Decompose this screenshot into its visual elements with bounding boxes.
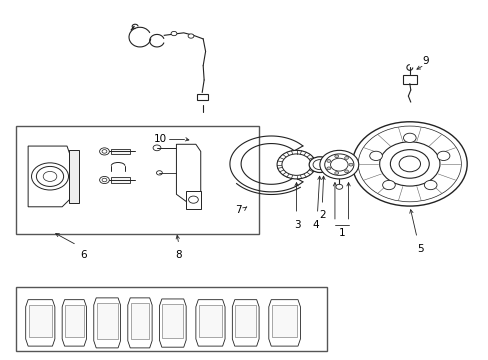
Circle shape xyxy=(348,163,352,166)
Circle shape xyxy=(100,148,109,155)
Polygon shape xyxy=(62,300,86,346)
Circle shape xyxy=(330,158,347,171)
Polygon shape xyxy=(271,305,297,337)
Polygon shape xyxy=(232,300,259,346)
Circle shape xyxy=(358,126,460,202)
Bar xyxy=(197,94,207,100)
Bar xyxy=(402,75,416,84)
Polygon shape xyxy=(186,191,201,208)
Text: 5: 5 xyxy=(416,244,423,253)
Polygon shape xyxy=(162,304,183,338)
Circle shape xyxy=(188,34,194,38)
Circle shape xyxy=(403,133,415,143)
Circle shape xyxy=(31,163,68,190)
Polygon shape xyxy=(26,300,55,346)
Circle shape xyxy=(398,156,420,172)
Circle shape xyxy=(335,184,342,189)
Bar xyxy=(111,149,130,154)
Circle shape xyxy=(277,150,315,179)
Circle shape xyxy=(379,142,439,186)
Circle shape xyxy=(188,196,198,203)
Polygon shape xyxy=(94,298,120,348)
Bar xyxy=(16,287,326,351)
Circle shape xyxy=(100,176,109,184)
Circle shape xyxy=(344,157,348,159)
Circle shape xyxy=(424,180,436,190)
Circle shape xyxy=(102,150,107,153)
Polygon shape xyxy=(97,303,117,339)
Circle shape xyxy=(334,155,338,158)
Circle shape xyxy=(319,150,358,179)
Circle shape xyxy=(153,145,161,151)
Circle shape xyxy=(344,170,348,173)
Polygon shape xyxy=(235,305,256,337)
Polygon shape xyxy=(268,300,300,346)
Text: 2: 2 xyxy=(318,210,325,220)
Circle shape xyxy=(308,157,330,172)
Circle shape xyxy=(326,159,330,162)
Polygon shape xyxy=(69,150,79,203)
Circle shape xyxy=(102,178,107,182)
Circle shape xyxy=(436,151,449,161)
Polygon shape xyxy=(130,303,149,339)
Circle shape xyxy=(43,171,57,181)
Polygon shape xyxy=(28,146,72,207)
Text: 10: 10 xyxy=(153,134,166,144)
Circle shape xyxy=(326,167,330,170)
Circle shape xyxy=(382,180,394,190)
Polygon shape xyxy=(159,299,186,347)
Text: 3: 3 xyxy=(293,220,300,230)
Text: 6: 6 xyxy=(81,249,87,260)
Text: 8: 8 xyxy=(175,249,182,260)
Text: 4: 4 xyxy=(312,220,319,230)
Circle shape xyxy=(171,31,177,36)
Circle shape xyxy=(324,154,353,175)
Circle shape xyxy=(312,159,326,170)
Circle shape xyxy=(369,151,382,161)
Polygon shape xyxy=(176,144,201,202)
Circle shape xyxy=(352,122,466,206)
Circle shape xyxy=(282,154,310,175)
Polygon shape xyxy=(127,298,152,348)
Text: 7: 7 xyxy=(234,205,241,215)
Polygon shape xyxy=(199,305,222,337)
Polygon shape xyxy=(196,300,224,346)
Bar xyxy=(16,126,259,234)
Text: 1: 1 xyxy=(338,228,345,238)
Polygon shape xyxy=(65,305,83,337)
Circle shape xyxy=(334,172,338,175)
Bar xyxy=(111,177,130,183)
Circle shape xyxy=(389,150,428,178)
Circle shape xyxy=(36,166,63,186)
Text: 9: 9 xyxy=(421,57,428,66)
Circle shape xyxy=(156,171,162,175)
Polygon shape xyxy=(29,305,52,337)
